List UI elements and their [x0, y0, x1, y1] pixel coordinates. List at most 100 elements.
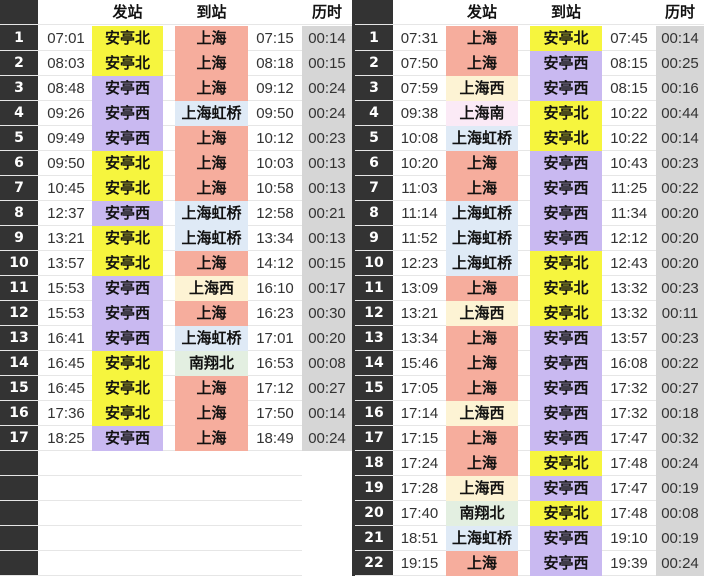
table-row: 3 08:48 安亭西 上海 09:12 00:24: [0, 76, 352, 101]
to-station: 安亭北: [530, 251, 602, 276]
arrival-time: 10:58: [256, 180, 294, 197]
row-number: 11: [9, 280, 29, 296]
to-station: 上海虹桥: [175, 226, 248, 251]
duration: 00:16: [656, 76, 704, 101]
from-station: [92, 476, 163, 501]
table-row: [0, 526, 352, 551]
table-row: [0, 501, 352, 526]
duration: 00:24: [656, 551, 704, 576]
table-row: 15 16:45 安亭北 上海 17:12 00:27: [0, 376, 352, 401]
row-number: 13: [9, 330, 29, 346]
from-station: 上海虹桥: [446, 251, 518, 276]
arrival-time: [248, 526, 302, 551]
row-number: 22: [364, 555, 384, 571]
from-station: 上海虹桥: [446, 126, 518, 151]
to-station: [175, 451, 248, 476]
table-row: 22 19:15 上海 安亭西 19:39 00:24: [355, 551, 704, 576]
departure-time: 13:34: [400, 330, 439, 347]
duration: [302, 526, 352, 551]
departure-time: 13:21: [47, 230, 85, 247]
row-number: 10: [364, 255, 384, 271]
to-station: 上海: [175, 76, 248, 101]
to-station: 上海: [175, 176, 248, 201]
departure-time: 10:45: [47, 180, 85, 197]
table-row: 13 16:41 安亭西 上海虹桥 17:01 00:20: [0, 326, 352, 351]
departure-time: 08:48: [47, 80, 85, 97]
to-station: 安亭北: [530, 501, 602, 526]
to-station: 上海: [175, 151, 248, 176]
duration: 00:15: [302, 51, 352, 76]
arrival-time: 17:32: [610, 380, 648, 397]
to-station: 上海西: [175, 276, 248, 301]
duration: 00:24: [302, 76, 352, 101]
duration: 00:22: [656, 176, 704, 201]
arrival-time: 17:47: [610, 430, 648, 447]
row-number: 3: [369, 80, 379, 96]
header-from: 发站: [112, 3, 143, 21]
table-row: 1 07:01 安亭北 上海 07:15 00:14: [0, 26, 352, 51]
departure-time: 15:53: [47, 280, 85, 297]
to-station: 上海: [175, 426, 248, 451]
to-station: [175, 526, 248, 551]
from-station: 安亭北: [92, 376, 163, 401]
from-station: 上海西: [446, 401, 518, 426]
departure-time: 16:45: [47, 380, 85, 397]
departure-time: 17:15: [400, 430, 439, 447]
table-row: 9 13:21 安亭北 上海虹桥 13:34 00:13: [0, 226, 352, 251]
arrival-time: 17:48: [610, 455, 648, 472]
row-number: 15: [364, 380, 384, 396]
duration: 00:13: [302, 176, 352, 201]
duration: [302, 476, 352, 501]
departure-time: 07:01: [47, 30, 85, 47]
table-row: 11 13:09 上海 安亭北 13:32 00:23: [355, 276, 704, 301]
right-timetable: 发站 到站 历时 1 07:31 上海 安亭北 07:45 00:14 2 07:50 上海 安亭西 08…: [352, 0, 704, 576]
from-station: 上海南: [446, 101, 518, 126]
to-station: 安亭西: [530, 226, 602, 251]
row-number: 10: [9, 255, 29, 271]
table-row: 6 09:50 安亭北 上海 10:03 00:13: [0, 151, 352, 176]
row-number: 19: [364, 480, 384, 496]
row-number: 7: [369, 180, 379, 196]
duration: 00:23: [656, 326, 704, 351]
table-row: 6 10:20 上海 安亭西 10:43 00:23: [355, 151, 704, 176]
row-number: 8: [14, 205, 24, 221]
duration: 00:24: [302, 101, 352, 126]
departure-time: 07:31: [400, 30, 439, 47]
row-number: 15: [9, 380, 29, 396]
arrival-time: 09:12: [256, 80, 294, 97]
arrival-time: 17:32: [610, 405, 648, 422]
from-station: [92, 526, 163, 551]
row-number: 16: [9, 405, 29, 421]
duration: 00:32: [656, 426, 704, 451]
table-row: 12 15:53 安亭西 上海 16:23 00:30: [0, 301, 352, 326]
table-row: 13 13:34 上海 安亭西 13:57 00:23: [355, 326, 704, 351]
row-number: 7: [14, 180, 24, 196]
to-station: 安亭西: [530, 326, 602, 351]
row-number: 4: [369, 105, 379, 121]
duration: 00:13: [302, 226, 352, 251]
to-station: 上海虹桥: [175, 201, 248, 226]
to-station: 上海虹桥: [175, 101, 248, 126]
arrival-time: 16:08: [610, 355, 648, 372]
from-station: 安亭西: [92, 426, 163, 451]
arrival-time: [248, 551, 302, 576]
departure-time: 09:38: [400, 105, 439, 122]
duration: 00:24: [656, 451, 704, 476]
header-row: 发站 到站 历时: [355, 0, 704, 25]
row-number: 12: [9, 305, 29, 321]
duration: 00:30: [302, 301, 352, 326]
from-station: 上海: [446, 376, 518, 401]
row-number: 17: [364, 430, 384, 446]
to-station: 上海: [175, 26, 248, 51]
to-station: 安亭北: [530, 276, 602, 301]
departure-time: 15:53: [47, 305, 85, 322]
departure-time: 16:41: [47, 330, 85, 347]
departure-time: 10:08: [400, 130, 439, 147]
row-number: [0, 526, 38, 551]
duration: 00:20: [302, 326, 352, 351]
table-row: 5 10:08 上海虹桥 安亭北 10:22 00:14: [355, 126, 704, 151]
from-station: 上海虹桥: [446, 201, 518, 226]
from-station: 上海: [446, 326, 518, 351]
departure-time: 13:57: [47, 255, 85, 272]
to-station: 安亭西: [530, 76, 602, 101]
